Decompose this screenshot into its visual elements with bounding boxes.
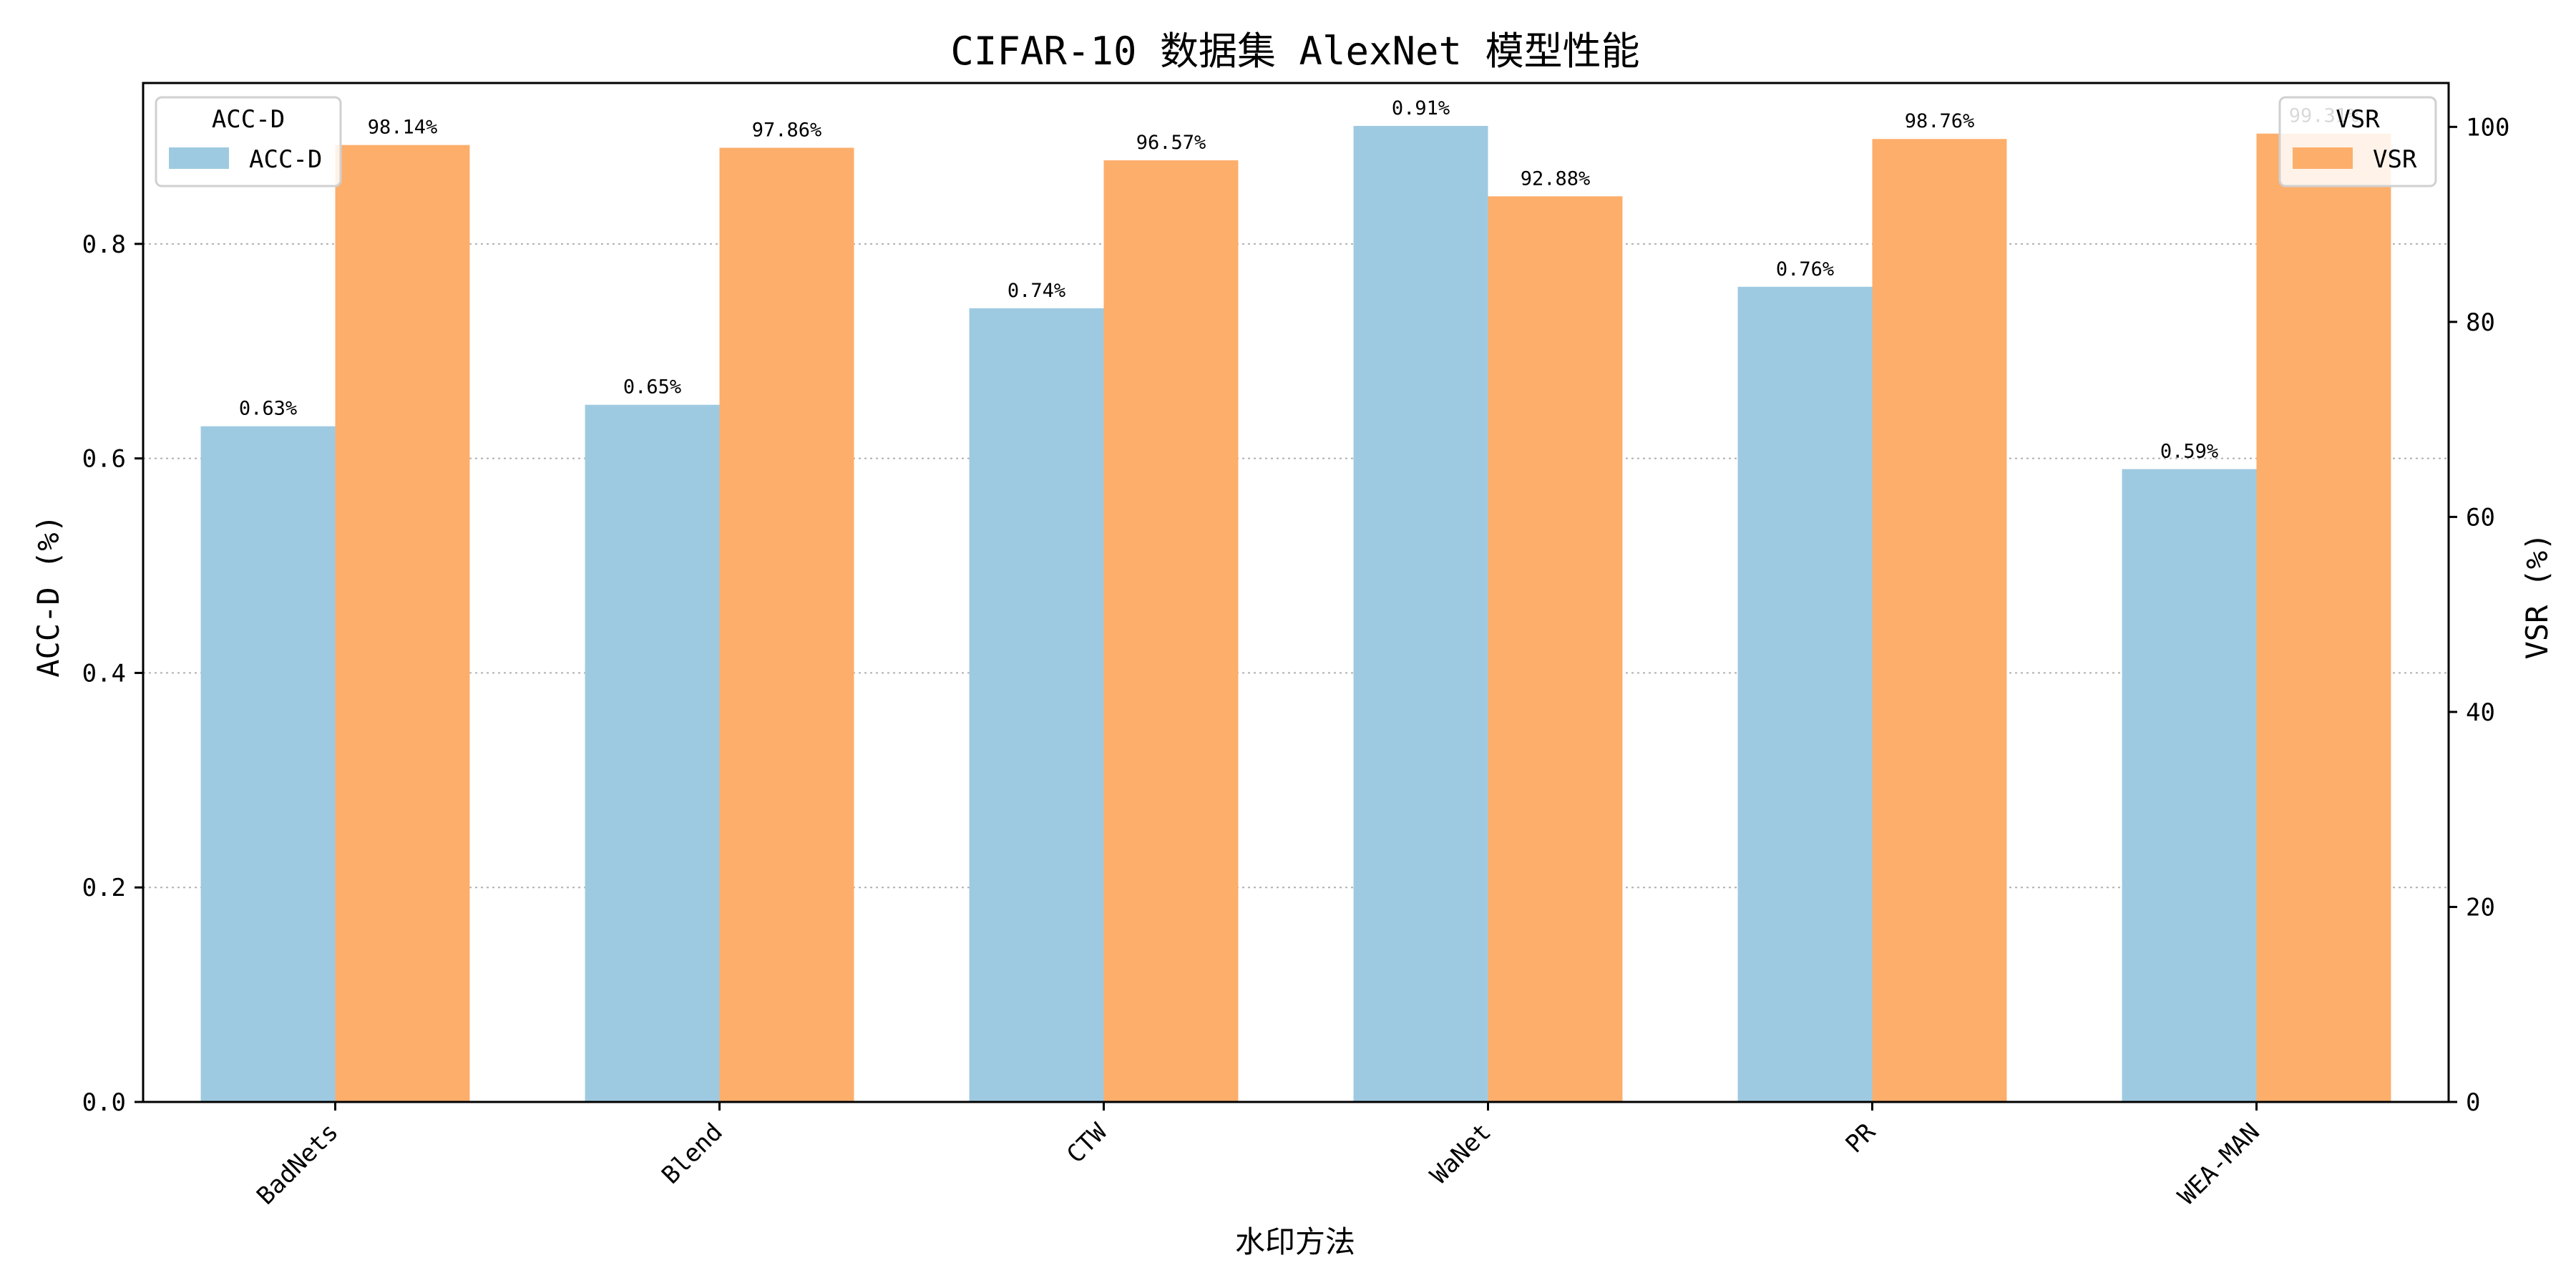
bar-vsr-pr (1872, 139, 2007, 1103)
legend-vsr: VSR VSR (2278, 96, 2437, 187)
bar-acc-d-pr (1737, 286, 1873, 1102)
data-label: 0.91% (1392, 97, 1450, 119)
legend-title: VSR (2336, 105, 2380, 134)
left-tick-label: 0.8 (82, 230, 126, 259)
data-label: 0.76% (1776, 258, 1834, 280)
left-tick-label: 0.0 (82, 1088, 126, 1117)
x-tick-label: PR (1840, 1118, 1882, 1159)
legend-swatch (2293, 147, 2353, 169)
x-axis-title: 水印方法 (1235, 1224, 1355, 1259)
right-tick-label: 40 (2466, 698, 2495, 727)
right-tick-label: 60 (2466, 503, 2495, 532)
data-labels: 0.63% 98.14% 0.65% 97.86% 0.74% 96.57% 0.91% 92… (239, 97, 2358, 463)
right-axis: 0 20 40 60 80 100 (2449, 113, 2509, 1117)
legend-swatch (169, 147, 229, 169)
bar-vsr-ctw (1103, 160, 1239, 1102)
bars (200, 125, 2391, 1103)
data-label: 0.63% (239, 398, 297, 420)
x-tick-label: WEA-MAN (2172, 1118, 2265, 1211)
data-label: 0.59% (2160, 441, 2218, 463)
x-axis: BadNets Blend CTW WaNet PR WEA-MAN (251, 1102, 2265, 1211)
gridlines (143, 243, 2449, 889)
data-label: 98.14% (368, 117, 438, 139)
left-tick-label: 0.4 (82, 659, 126, 688)
x-tick-label: BadNets (251, 1118, 344, 1211)
bar-vsr-blend (719, 147, 854, 1102)
bar-acc-d-badnets (200, 426, 336, 1102)
plot-frame (142, 82, 2450, 1103)
right-tick-label: 20 (2466, 893, 2495, 922)
right-tick-label: 100 (2466, 113, 2509, 142)
left-axis-title: ACC-D (%) (31, 514, 66, 678)
x-tick-label: Blend (656, 1118, 728, 1190)
left-axis: 0.0 0.2 0.4 0.6 0.8 (82, 230, 143, 1117)
right-axis-title: VSR (%) (2519, 532, 2555, 659)
right-tick-label: 80 (2466, 308, 2495, 337)
x-tick-label: WaNet (1425, 1118, 1497, 1190)
legend-label: ACC-D (249, 145, 322, 174)
bar-acc-d-wanet (1353, 125, 1488, 1103)
bar-vsr-badnets (335, 145, 470, 1103)
bar-vsr-wanet (1488, 196, 1623, 1102)
bar-acc-d-wea-man (2122, 469, 2257, 1102)
left-tick-label: 0.6 (82, 445, 126, 474)
chart-title: CIFAR-10 数据集 AlexNet 模型性能 (950, 29, 1639, 74)
data-label: 0.74% (1008, 280, 1065, 302)
data-label: 97.86% (752, 119, 822, 141)
legend-acc-d: ACC-D ACC-D (155, 96, 342, 187)
data-label: 92.88% (1521, 167, 1591, 190)
legend-title: ACC-D (212, 105, 285, 134)
data-label: 0.65% (623, 376, 681, 399)
bar-acc-d-ctw (969, 308, 1104, 1103)
left-tick-label: 0.2 (82, 874, 126, 902)
data-label: 98.76% (1905, 110, 1975, 132)
bar-acc-d-blend (585, 404, 720, 1102)
x-tick-label: CTW (1061, 1118, 1113, 1169)
legend-label: VSR (2373, 145, 2417, 174)
data-label: 96.57% (1136, 132, 1206, 154)
right-tick-label: 0 (2466, 1088, 2480, 1117)
bar-vsr-wea-man (2256, 133, 2391, 1103)
